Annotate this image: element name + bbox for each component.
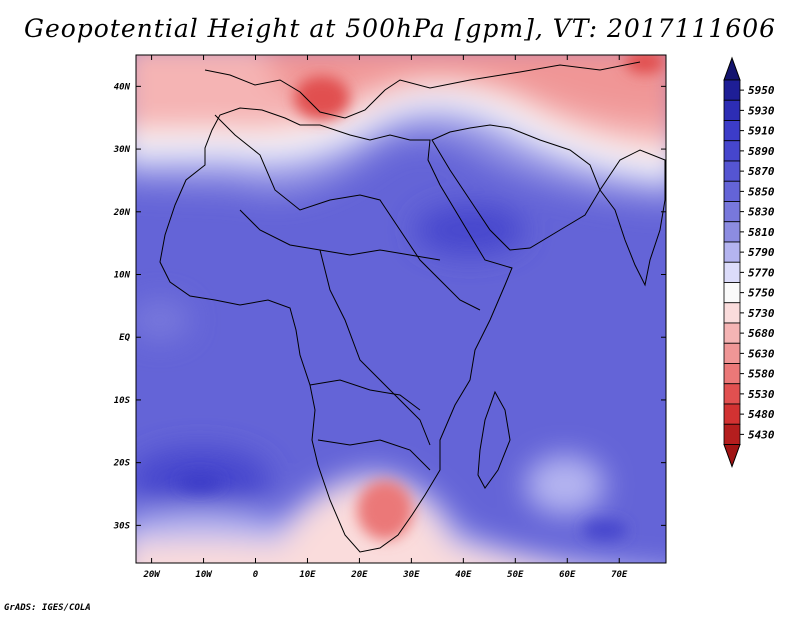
colorbar-label: 5890 <box>748 145 775 158</box>
colorbar-label: 5580 <box>748 368 775 381</box>
europe-coast <box>204 61 641 119</box>
colorbar-swatch <box>723 302 741 324</box>
colorbar-label: 5750 <box>748 287 775 300</box>
lon-tick-label: 20E <box>350 570 368 580</box>
colorbar-swatch <box>723 201 741 223</box>
colorbar-label: 5830 <box>748 206 775 219</box>
colorbar-swatch <box>723 363 741 385</box>
lat-tick-label: 30N <box>113 145 131 155</box>
colorbar-top-arrow <box>723 56 741 81</box>
atlantic-core <box>178 473 222 491</box>
south-africa-low <box>357 480 413 540</box>
colorbar-label: 5680 <box>748 327 775 340</box>
colorbar-label: 5870 <box>748 165 775 178</box>
lon-tick-label: 70E <box>611 570 628 580</box>
border-3 <box>319 249 431 446</box>
mediterranean-low <box>294 76 350 120</box>
colorbar-label: 5930 <box>748 104 775 117</box>
lon-tick-label: 10W <box>195 570 213 580</box>
colorbar-label: 5810 <box>748 226 775 239</box>
border-1 <box>214 114 481 311</box>
lon-tick-label: 10E <box>299 570 316 580</box>
lon-tick-label: 50E <box>507 570 524 580</box>
footer-credit: GrADS: IGES/COLA <box>4 603 91 613</box>
east-africa-high <box>415 205 525 255</box>
colorbar: 5950 5930 5910 5890 5870 5850 5830 5810 5790 5770… <box>723 56 775 468</box>
colorbar-label: 5770 <box>748 266 775 279</box>
india-coast <box>599 149 666 287</box>
lon-tick-label: 60E <box>559 570 576 580</box>
colorbar-swatch <box>723 180 741 202</box>
lat-tick-label: 40N <box>114 82 131 92</box>
lat-tick-label: 20N <box>113 208 131 218</box>
colorbar-swatch <box>723 221 741 243</box>
colorbar-swatch <box>723 99 741 121</box>
colorbar-label: 5730 <box>748 307 775 320</box>
height-field <box>136 55 666 563</box>
map-frame <box>135 54 667 564</box>
colorbar-swatch <box>723 120 741 142</box>
indian-ocean-patch <box>525 455 605 515</box>
madagascar-coast <box>477 390 511 489</box>
west-africa-patch <box>136 300 190 340</box>
colorbar-swatch <box>723 403 741 425</box>
colorbar-label: 5630 <box>748 347 775 360</box>
colorbar-bottom-arrow <box>723 444 741 468</box>
border-5 <box>317 439 431 471</box>
colorbar-label: 5910 <box>748 125 775 138</box>
colorbar-label: 5790 <box>748 246 775 259</box>
colorbar-swatch <box>723 383 741 405</box>
lat-tick-label: 10S <box>114 396 131 406</box>
lon-tick-label: 30E <box>402 570 420 580</box>
colorbar-swatch <box>723 140 741 162</box>
lat-tick-label: EQ <box>119 333 130 343</box>
colorbar-swatch <box>723 282 741 304</box>
lat-tick-label: 20S <box>113 459 131 469</box>
band-5680 <box>266 55 666 121</box>
lon-tick-label: 40E <box>455 570 472 580</box>
south-band-5750 <box>136 484 526 563</box>
colorbar-swatch <box>723 79 741 101</box>
colorbar-swatch <box>723 241 741 263</box>
coastlines <box>159 61 666 553</box>
colorbar-swatch <box>723 423 741 445</box>
border-2 <box>239 209 441 261</box>
longitude-axis: 20W 10W 0 10E 20E 30E 40E 50E 60E 70E <box>142 55 628 580</box>
lon-tick-label: 20W <box>142 570 161 580</box>
chart-title: Geopotential Height at 500hPa [gpm], VT:… <box>23 14 777 43</box>
africa-coast <box>159 107 513 553</box>
colorbar-swatch <box>723 160 741 182</box>
colorbar-swatch <box>723 342 741 364</box>
northeast-low <box>625 55 665 74</box>
colorbar-label: 5530 <box>748 388 775 401</box>
lat-tick-label: 10N <box>114 271 131 281</box>
colorbar-label: 5950 <box>748 84 775 97</box>
colorbar-label: 5480 <box>748 408 775 421</box>
colorbar-label: 5430 <box>748 428 775 441</box>
latitude-axis: 40N 30N 20N 10N EQ 10S 20S 30S <box>113 82 666 531</box>
lat-tick-label: 30S <box>113 521 131 531</box>
indian-ocean-core <box>583 520 627 540</box>
colorbar-swatch <box>723 322 741 344</box>
colorbar-swatch <box>723 261 741 283</box>
lon-tick-label: 0 <box>253 570 259 580</box>
colorbar-label: 5850 <box>748 185 775 198</box>
border-4 <box>309 379 421 411</box>
